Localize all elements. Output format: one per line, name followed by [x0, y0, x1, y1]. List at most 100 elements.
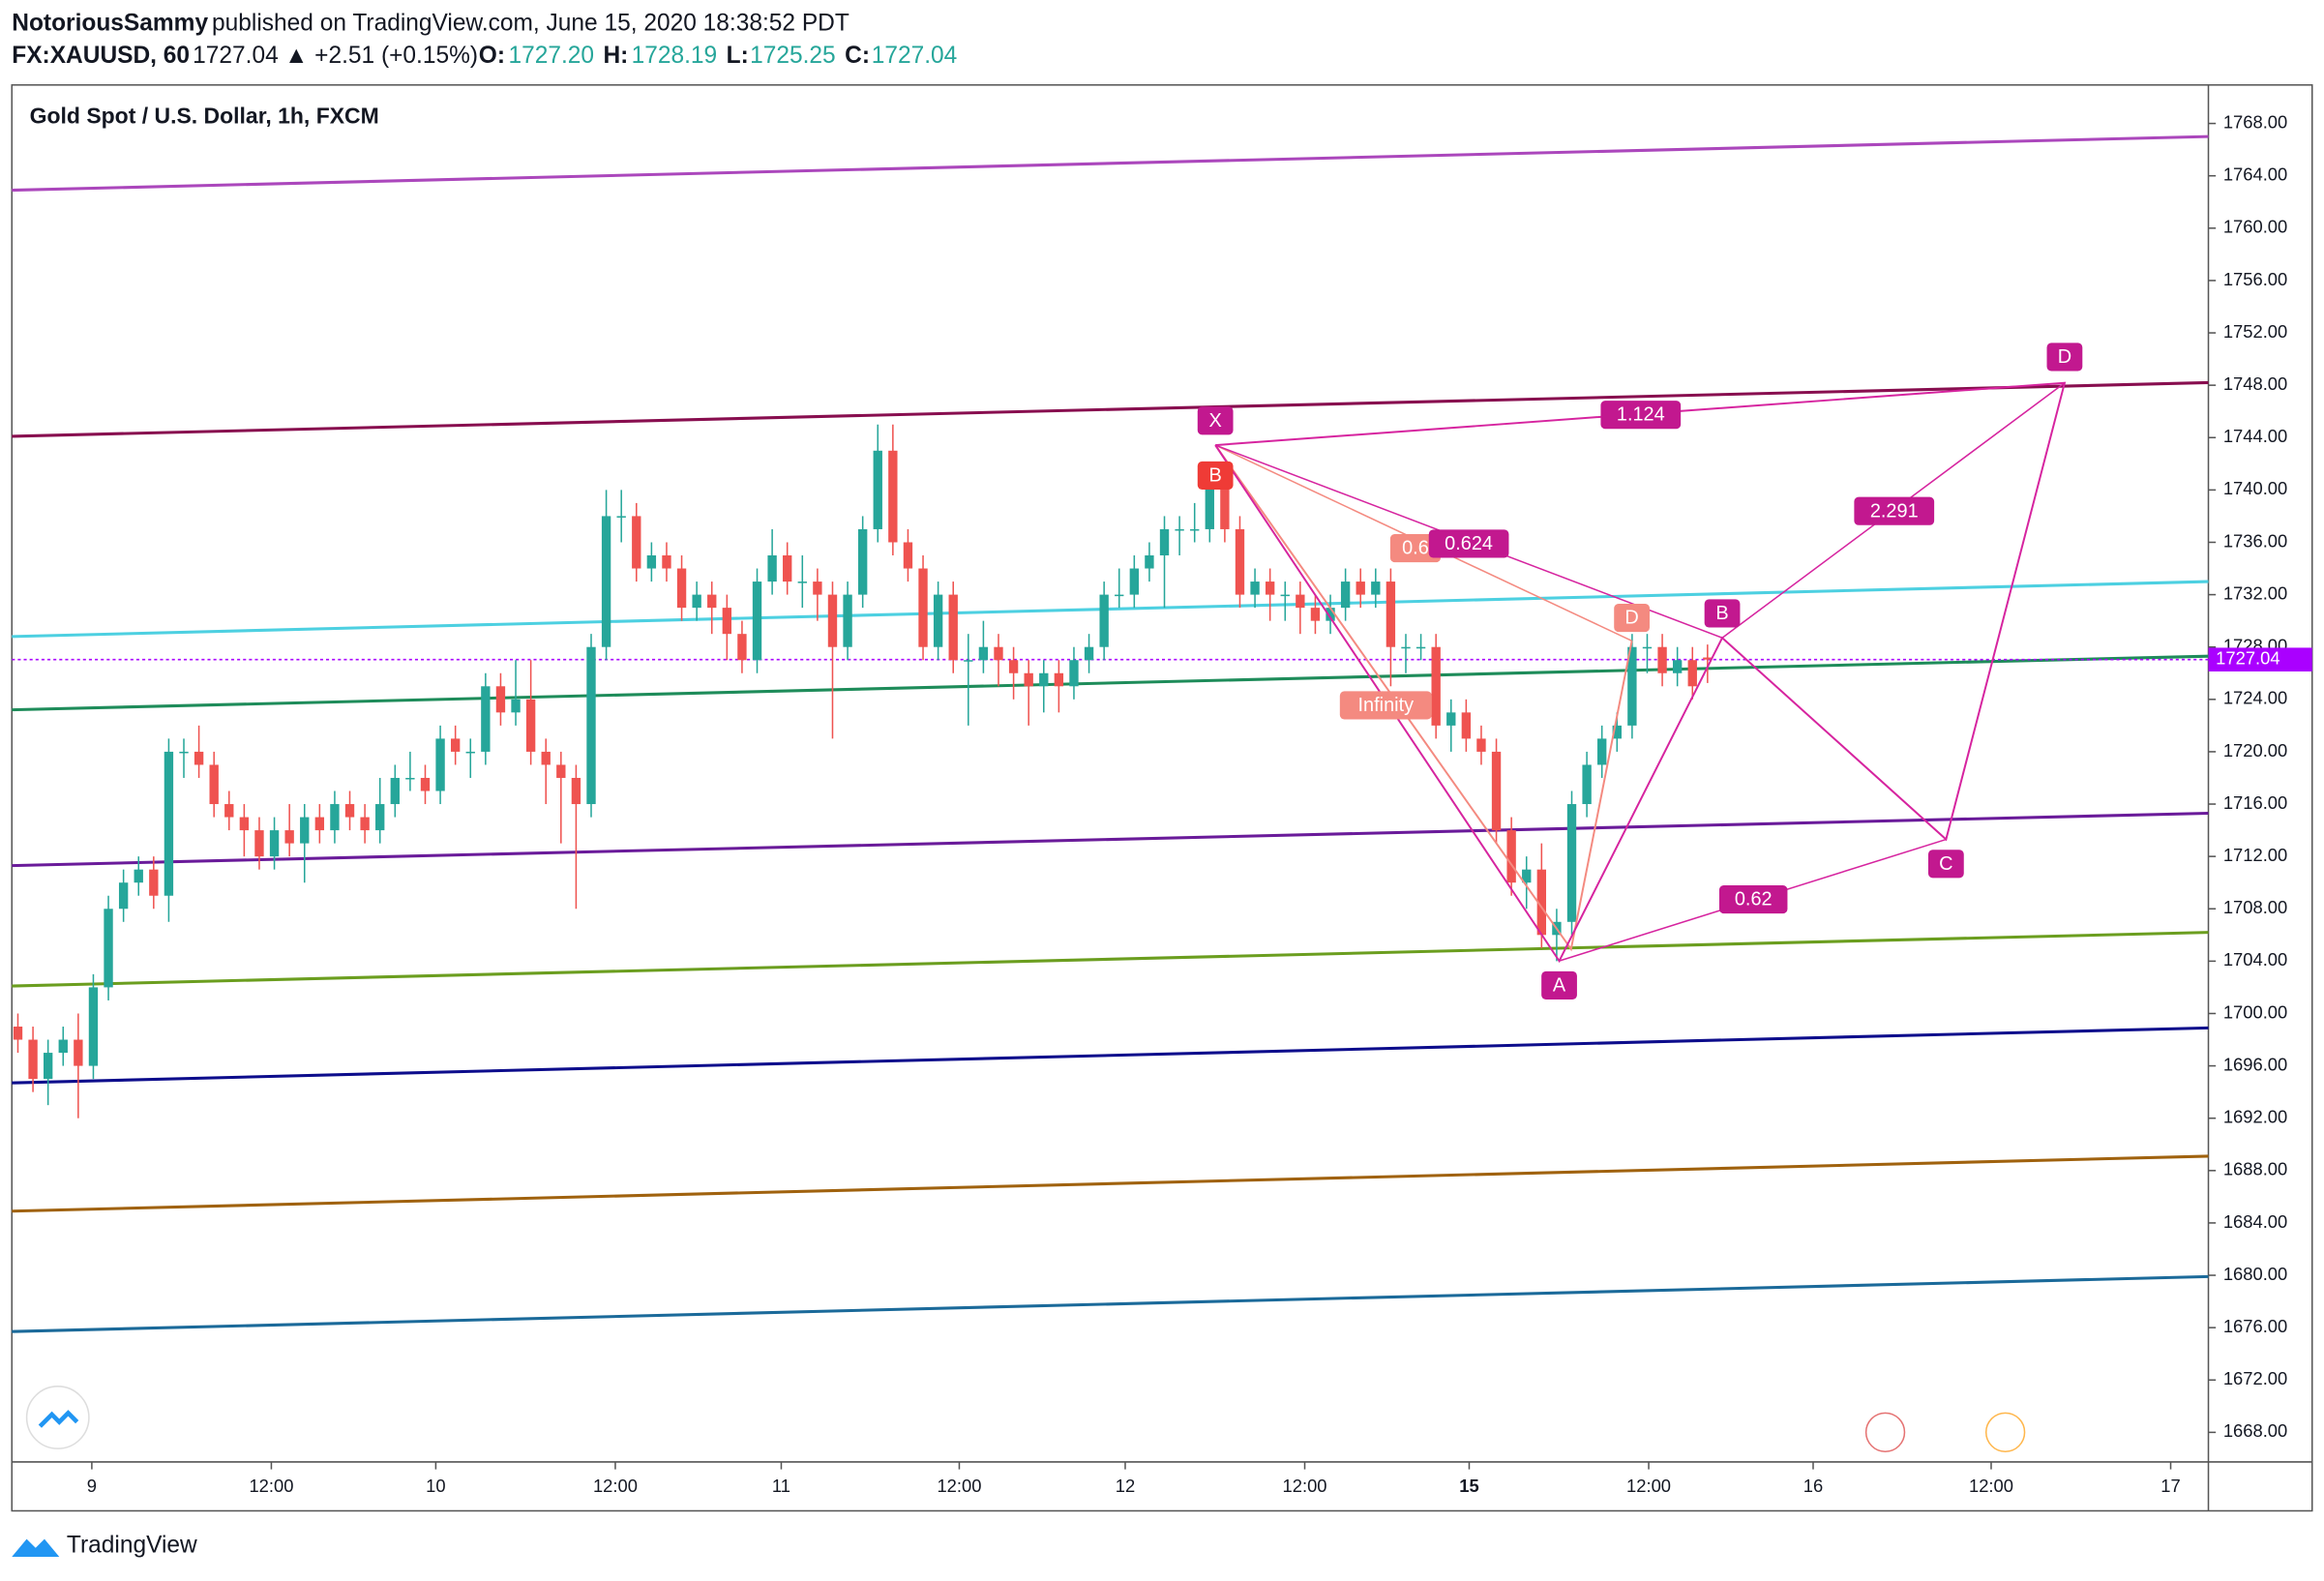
candle-body: [13, 1027, 23, 1040]
change: ▲ +2.51 (+0.15%): [284, 43, 478, 69]
candle-body: [646, 555, 657, 569]
candle-body: [1522, 869, 1532, 883]
candle-body: [978, 646, 989, 661]
y-tick-label: 1700.00: [2223, 1001, 2287, 1022]
x-tick-label: 15: [1459, 1476, 1478, 1496]
candle-body: [873, 450, 882, 529]
x-tick-label: 12:00: [937, 1476, 981, 1496]
x-tick-label: 16: [1803, 1476, 1823, 1496]
candle-body: [632, 516, 641, 569]
pattern-ratio: 0.62: [1735, 889, 1773, 910]
candle-body: [1446, 712, 1456, 726]
event-icon[interactable]: [1864, 1412, 1906, 1452]
y-tick-label: 1756.00: [2223, 269, 2287, 289]
pattern-point: D: [2058, 346, 2071, 368]
candle-body: [994, 646, 1003, 661]
candle-body: [405, 777, 415, 780]
pattern-point: X: [1209, 410, 1222, 432]
candle-body: [1145, 555, 1154, 569]
candle-body: [314, 817, 325, 831]
y-tick-label: 1752.00: [2223, 321, 2287, 342]
candle-body: [1280, 594, 1290, 597]
candle-body: [88, 987, 99, 1066]
y-tick-label: 1736.00: [2223, 530, 2287, 551]
candle-body: [1069, 660, 1079, 687]
candle-body: [662, 555, 671, 569]
candle-body: [179, 751, 189, 754]
candle-body: [435, 738, 445, 791]
x-tick-label: 10: [426, 1476, 445, 1496]
candle-body: [134, 869, 143, 883]
candle-body: [1129, 568, 1140, 595]
candle-body: [571, 777, 581, 805]
y-tick-label: 1744.00: [2223, 426, 2287, 446]
candle-body: [375, 804, 385, 831]
candle-body: [903, 542, 913, 569]
frame: [11, 84, 2313, 1512]
y-tick-label: 1732.00: [2223, 582, 2287, 603]
candle-body: [43, 1053, 53, 1080]
candle-body: [1024, 672, 1033, 687]
y-tick-label: 1704.00: [2223, 949, 2287, 969]
y-tick-label: 1680.00: [2223, 1264, 2287, 1284]
candle-body: [1491, 751, 1502, 831]
y-tick-label: 1748.00: [2223, 373, 2287, 394]
candle-body: [1627, 646, 1637, 726]
candle-body: [1703, 657, 1713, 660]
y-tick-label: 1708.00: [2223, 897, 2287, 917]
candle-body: [1371, 582, 1381, 595]
o-value: 1727.20: [508, 43, 594, 69]
candle-body: [118, 882, 129, 910]
candle-body: [857, 528, 868, 595]
candle-body: [1296, 594, 1305, 609]
candle-body: [58, 1039, 68, 1054]
candle-body: [586, 646, 596, 805]
x-tick-label: 9: [87, 1476, 97, 1496]
footer-logo: [12, 1538, 60, 1557]
y-tick-label: 1696.00: [2223, 1054, 2287, 1074]
candle-body: [254, 830, 264, 857]
candle-body: [1008, 660, 1019, 673]
event-icon[interactable]: [1984, 1412, 2026, 1452]
candle-body: [1326, 608, 1335, 621]
candle-body: [1385, 582, 1396, 647]
candle-body: [1597, 738, 1607, 765]
candle-body: [525, 699, 536, 752]
candle-body: [964, 660, 973, 662]
candle-body: [797, 582, 807, 583]
x-tick-label: 12:00: [1283, 1476, 1327, 1496]
x-tick-label: 12:00: [593, 1476, 638, 1496]
c-value: 1727.04: [872, 43, 958, 69]
pattern-ratio: 1.124: [1617, 404, 1665, 426]
x-tick-label: 11: [772, 1476, 790, 1496]
candle-body: [269, 830, 280, 857]
old-pattern: [1214, 444, 1633, 952]
candle-body: [1415, 646, 1426, 649]
candle-body: [556, 764, 566, 778]
candle-body: [1672, 660, 1683, 673]
candle-body: [1431, 646, 1441, 726]
y-tick-label: 1668.00: [2223, 1420, 2287, 1441]
y-tick-label: 1720.00: [2223, 740, 2287, 761]
candle-body: [481, 686, 491, 752]
x-tick-label: 12:00: [1969, 1476, 2013, 1496]
candle-body: [827, 594, 838, 647]
candle-body: [1536, 869, 1547, 936]
candle-body: [1657, 646, 1667, 673]
candle-body: [300, 817, 310, 844]
candle-body: [541, 751, 551, 765]
candle-body: [722, 608, 732, 635]
candle-body: [601, 516, 611, 647]
pattern-point: C: [1939, 853, 1952, 875]
candle-body: [1220, 476, 1230, 529]
last-price-box: [2208, 647, 2312, 671]
trend-line: [12, 134, 2209, 193]
x-tick-label: 12:00: [249, 1476, 293, 1496]
candle-body: [1084, 646, 1094, 661]
trend-line: [12, 1274, 2209, 1333]
y-tick-label: 1688.00: [2223, 1159, 2287, 1179]
candle-body: [209, 764, 219, 805]
candle-body: [948, 594, 958, 661]
trend-line: [12, 811, 2209, 868]
